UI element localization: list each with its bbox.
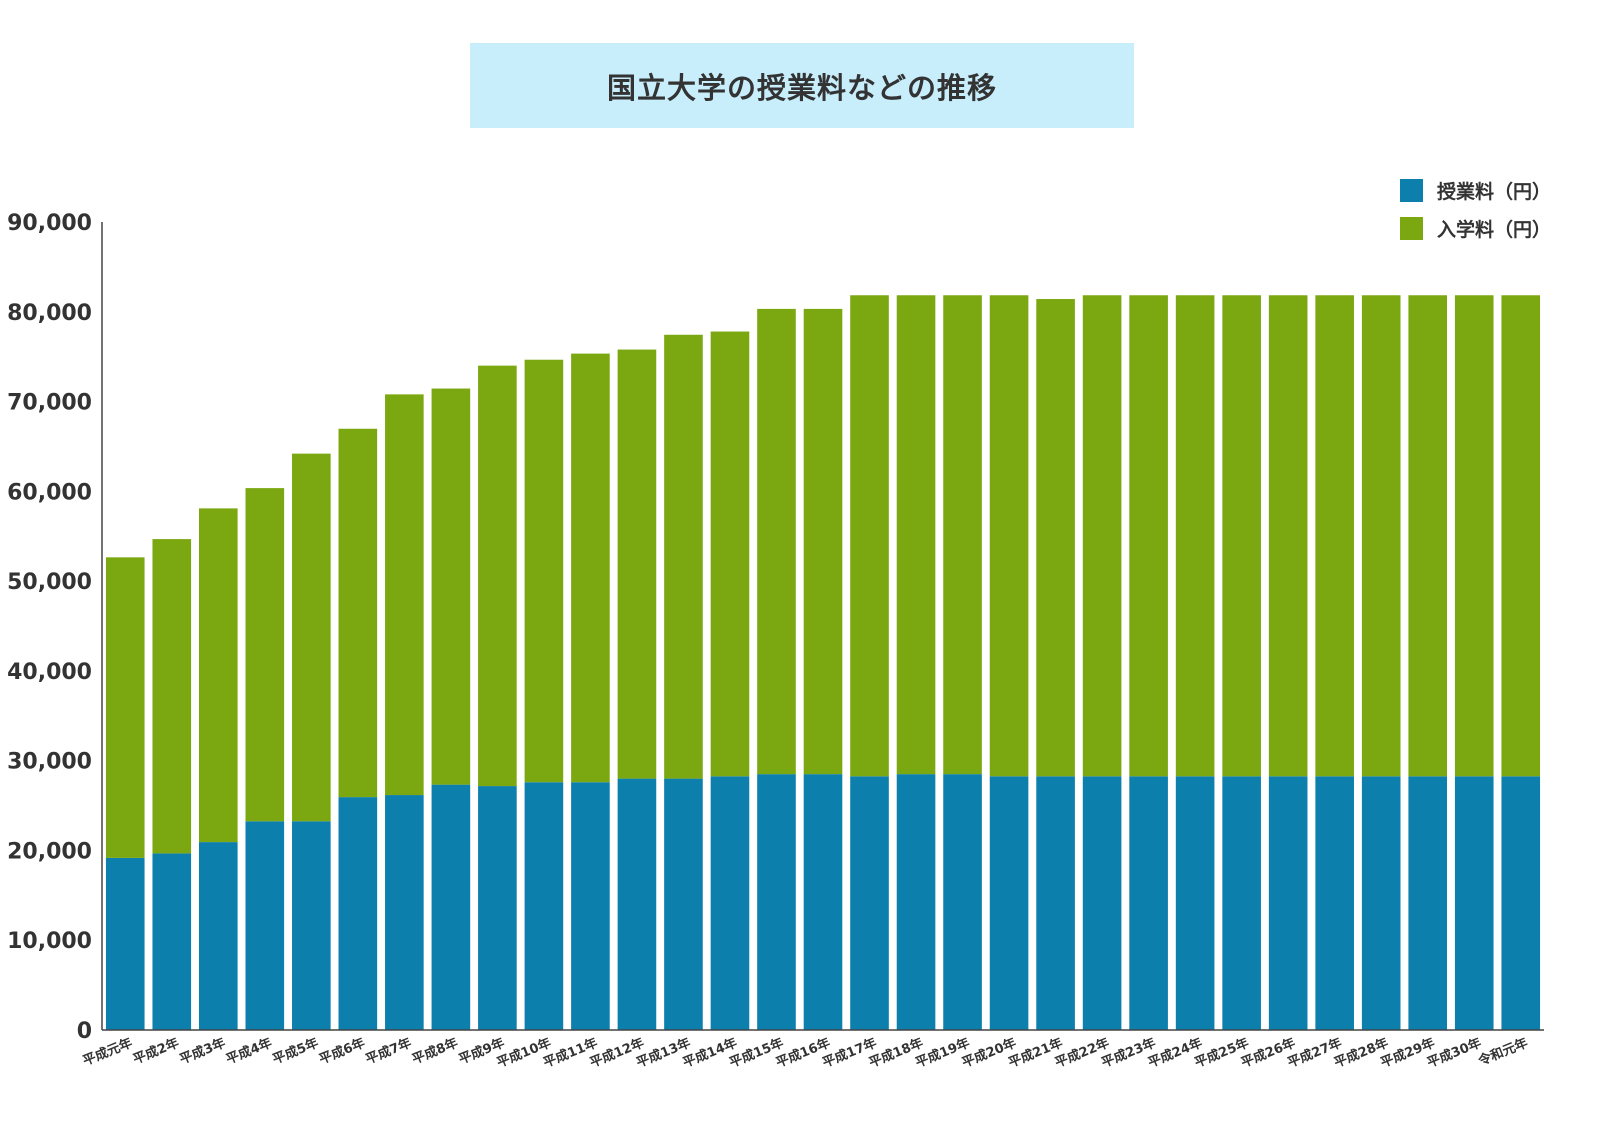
bar-tuition-1 xyxy=(152,853,192,1030)
bar-admission-30 xyxy=(1501,295,1541,777)
bar-admission-26 xyxy=(1315,295,1354,777)
legend-label-tuition: 授業料（円） xyxy=(1437,180,1552,203)
y-tick-label: 50,000 xyxy=(7,570,92,595)
y-tick-label: 80,000 xyxy=(7,301,92,326)
bar-admission-27 xyxy=(1361,295,1401,777)
x-tick-label: 平成8年 xyxy=(410,1035,461,1068)
x-tick-label: 令和元年 xyxy=(1476,1035,1530,1069)
bar-tuition-14 xyxy=(757,774,796,1030)
bar-tuition-3 xyxy=(245,821,285,1030)
x-tick-label: 平成2年 xyxy=(131,1035,182,1068)
bar-admission-20 xyxy=(1036,299,1075,777)
bar-tuition-25 xyxy=(1268,776,1308,1030)
bar-tuition-29 xyxy=(1454,776,1494,1030)
y-tick-label: 30,000 xyxy=(7,750,92,775)
bar-admission-5 xyxy=(338,428,378,798)
bar-tuition-9 xyxy=(524,782,564,1030)
bar-admission-7 xyxy=(431,388,471,785)
bar-tuition-22 xyxy=(1129,776,1168,1030)
y-axis-ticks: 0 10,000 20,000 30,000 40,000 50,000 60,000 70,… xyxy=(7,211,92,1044)
x-tick-label: 平成3年 xyxy=(177,1035,228,1068)
bar-admission-8 xyxy=(478,365,517,787)
bar-tuition-16 xyxy=(850,776,889,1030)
y-tick-label: 40,000 xyxy=(7,660,92,685)
x-tick-label: 平成30年 xyxy=(1425,1035,1484,1071)
bar-admission-14 xyxy=(757,308,796,775)
bar-tuition-0 xyxy=(105,857,145,1030)
legend-label-admission: 入学料（円） xyxy=(1437,218,1552,241)
bar-tuition-4 xyxy=(292,821,331,1030)
bar-tuition-12 xyxy=(664,778,703,1030)
bar-tuition-28 xyxy=(1408,776,1448,1030)
bar-tuition-2 xyxy=(198,842,238,1030)
bar-admission-10 xyxy=(571,353,610,783)
bar-tuition-10 xyxy=(571,782,610,1030)
chart-title: 国立大学の授業料などの推移 xyxy=(606,70,997,105)
bar-admission-18 xyxy=(943,295,982,775)
legend: 授業料（円） 入学料（円） xyxy=(1400,178,1551,254)
bar-admission-28 xyxy=(1408,295,1448,777)
bar-admission-12 xyxy=(664,334,703,779)
bar-admission-1 xyxy=(152,539,192,854)
y-tick-label: 60,000 xyxy=(7,480,92,505)
bar-tuition-7 xyxy=(431,784,471,1030)
bar-tuition-11 xyxy=(617,778,657,1030)
bar-tuition-17 xyxy=(896,774,936,1030)
bar-tuition-21 xyxy=(1082,776,1122,1030)
bar-admission-17 xyxy=(896,295,936,775)
bar-tuition-15 xyxy=(803,774,843,1030)
x-axis-ticks: 平成元年平成2年平成3年平成4年平成5年平成6年平成7年平成8年平成9年平成10… xyxy=(81,1035,1531,1071)
bar-admission-6 xyxy=(385,394,424,796)
bar-admission-13 xyxy=(710,331,750,777)
bar-admission-29 xyxy=(1454,295,1494,777)
bar-admission-16 xyxy=(850,295,889,777)
bar-tuition-24 xyxy=(1222,776,1261,1030)
bar-tuition-6 xyxy=(385,795,424,1030)
chart-title-box: 国立大学の授業料などの推移 xyxy=(470,43,1134,128)
y-tick-label: 0 xyxy=(77,1019,92,1044)
x-tick-label: 平成7年 xyxy=(363,1035,414,1068)
bar-tuition-18 xyxy=(943,774,982,1030)
bar-tuition-5 xyxy=(338,797,378,1030)
y-tick-label: 70,000 xyxy=(7,391,92,416)
bar-admission-19 xyxy=(989,295,1029,777)
bar-tuition-20 xyxy=(1036,776,1075,1030)
bar-admission-23 xyxy=(1175,295,1215,777)
x-tick-label: 平成4年 xyxy=(224,1035,275,1068)
y-tick-label: 20,000 xyxy=(7,839,92,864)
bar-admission-24 xyxy=(1222,295,1261,777)
bar-admission-11 xyxy=(617,349,657,779)
legend-swatch-admission xyxy=(1400,216,1423,240)
legend-item-admission: 入学料（円） xyxy=(1400,216,1552,241)
x-tick-label: 平成6年 xyxy=(317,1035,368,1068)
legend-item-tuition: 授業料（円） xyxy=(1400,178,1552,203)
bar-tuition-19 xyxy=(989,776,1029,1030)
bar-tuition-27 xyxy=(1361,776,1401,1030)
bar-tuition-30 xyxy=(1501,776,1541,1030)
bar-admission-15 xyxy=(803,308,843,775)
bar-admission-25 xyxy=(1268,295,1308,777)
bar-admission-4 xyxy=(292,453,331,822)
bar-admission-3 xyxy=(245,488,285,822)
bar-admission-22 xyxy=(1129,295,1168,777)
bar-admission-2 xyxy=(198,508,238,843)
legend-swatch-tuition xyxy=(1400,178,1423,202)
bar-tuition-8 xyxy=(478,786,517,1030)
y-tick-label: 90,000 xyxy=(7,211,92,236)
bars-group xyxy=(105,295,1541,1030)
bar-admission-9 xyxy=(524,359,564,783)
y-tick-label: 10,000 xyxy=(7,929,92,954)
bar-tuition-26 xyxy=(1315,776,1354,1030)
bar-tuition-13 xyxy=(710,776,750,1030)
bar-admission-21 xyxy=(1082,295,1122,777)
bar-tuition-23 xyxy=(1175,776,1215,1030)
bar-admission-0 xyxy=(105,557,145,858)
x-tick-label: 平成5年 xyxy=(270,1035,321,1068)
